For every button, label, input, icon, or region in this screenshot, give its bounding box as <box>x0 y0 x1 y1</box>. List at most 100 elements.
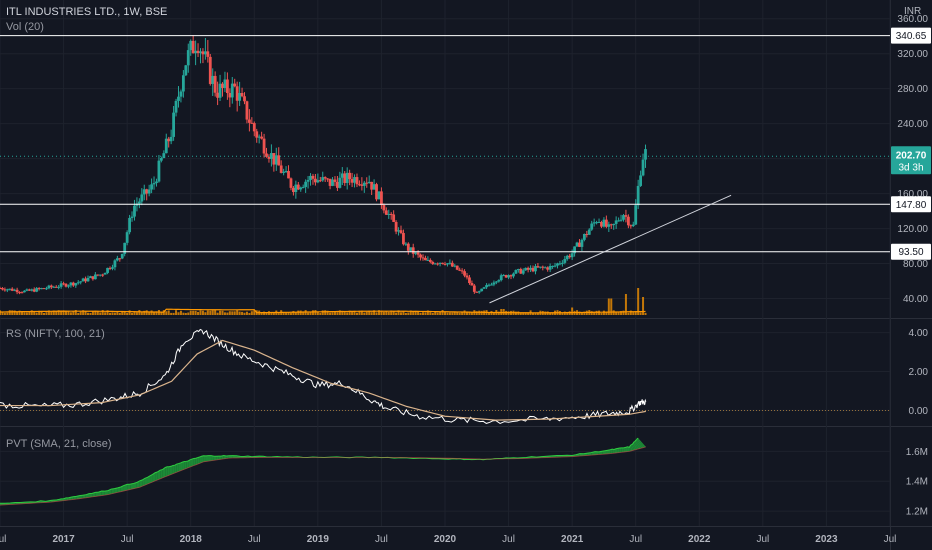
candle-body <box>13 289 17 291</box>
pvt-fill <box>623 447 626 453</box>
volume-bar <box>197 311 200 315</box>
volume-bar <box>365 311 368 315</box>
volume-bar <box>590 311 593 315</box>
candle-body <box>570 253 574 258</box>
candle-body <box>76 282 80 284</box>
volume-bar <box>231 311 234 315</box>
volume-bar <box>30 310 33 315</box>
candle-body <box>470 283 474 286</box>
candle-body <box>426 259 430 261</box>
volume-bar <box>233 311 236 315</box>
volume-bar <box>610 298 613 315</box>
candle-body <box>543 267 547 269</box>
bar-countdown: 3d 3h <box>898 162 923 173</box>
pvt-fill <box>188 459 191 468</box>
volume-bar <box>263 311 266 315</box>
volume-bar <box>615 312 618 315</box>
volume-bar <box>3 312 6 315</box>
volume-bar <box>644 312 647 315</box>
volume-bar <box>57 310 60 315</box>
price-tick-label: 1.4M <box>906 477 928 488</box>
candle-body <box>534 266 537 272</box>
candle-body <box>644 149 647 160</box>
candle-body <box>108 267 112 269</box>
volume-bar <box>634 311 637 315</box>
pvt-fill <box>197 457 200 465</box>
candle-body <box>604 219 608 227</box>
pvt-fill <box>89 493 93 498</box>
candle-body <box>304 181 308 187</box>
pvt-fill <box>174 464 177 474</box>
candle-body <box>142 189 146 195</box>
candle-body <box>93 274 97 280</box>
volume-bar <box>600 312 603 315</box>
candle-body <box>389 213 393 215</box>
volume-bar <box>150 310 153 315</box>
pvt-fill <box>182 461 185 471</box>
volume-legend[interactable]: Vol (20) <box>6 21 44 33</box>
volume-bar <box>346 312 349 315</box>
candle-body <box>524 267 528 271</box>
candle-body <box>326 178 330 180</box>
candle-body <box>321 177 325 181</box>
volume-bar <box>99 312 102 315</box>
volume-bar <box>380 310 383 315</box>
candle-body <box>270 153 273 159</box>
candle-body <box>380 191 383 206</box>
volume-bar <box>165 311 168 315</box>
candle-body <box>260 136 264 139</box>
candle-body <box>631 224 635 227</box>
candle-body <box>81 278 85 282</box>
candle-body <box>394 221 398 232</box>
volume-bar <box>319 312 322 315</box>
volume-bar <box>385 311 388 315</box>
candle-body <box>560 262 564 264</box>
volume-bar <box>282 312 285 315</box>
symbol-legend[interactable]: ITL INDUSTRIES LTD., 1W, BSE <box>6 6 168 18</box>
candle-body <box>546 267 550 270</box>
pvt-fill <box>191 458 194 467</box>
volume-bar <box>439 311 442 315</box>
volume-bar <box>348 310 351 315</box>
volume-bar <box>194 310 197 315</box>
volume-bar <box>184 312 187 315</box>
rs-legend[interactable]: RS (NIFTY, 100, 21) <box>6 328 105 340</box>
candle-body <box>64 283 68 287</box>
time-tick-label: 2020 <box>434 534 457 545</box>
volume-bar <box>444 312 446 315</box>
price-tick-label: 360.00 <box>897 14 928 25</box>
pvt-fill <box>218 456 222 460</box>
candle-body <box>575 242 579 247</box>
pvt-fill <box>634 440 641 449</box>
candle-body <box>296 184 300 190</box>
pvt-legend[interactable]: PVT (SMA, 21, close) <box>6 438 112 450</box>
candle-body <box>433 263 437 265</box>
volume-bar <box>338 310 341 315</box>
volume-bar <box>436 312 439 315</box>
candle-body <box>323 177 327 179</box>
volume-bar <box>28 311 31 315</box>
volume-bar <box>642 297 645 315</box>
candle-body <box>216 92 220 98</box>
candle-body <box>174 100 178 113</box>
candle-body <box>556 263 559 266</box>
candle-body <box>490 284 493 286</box>
candle-body <box>641 159 645 176</box>
pvt-fill <box>165 466 168 477</box>
candle-body <box>563 259 567 263</box>
candle-body <box>42 288 46 290</box>
candle-body <box>3 289 7 291</box>
volume-bar <box>116 311 119 315</box>
volume-bar <box>96 311 99 315</box>
last-price-value: 202.70 <box>896 150 927 161</box>
volume-bar <box>145 310 148 315</box>
candle-body <box>8 288 12 290</box>
candle-body <box>468 277 471 284</box>
candle-body <box>624 215 628 217</box>
price-tick-label: 0.00 <box>909 406 929 417</box>
volume-bar <box>40 311 43 315</box>
volume-bar <box>524 312 527 315</box>
pvt-fill <box>595 451 599 455</box>
volume-bar <box>429 312 432 315</box>
